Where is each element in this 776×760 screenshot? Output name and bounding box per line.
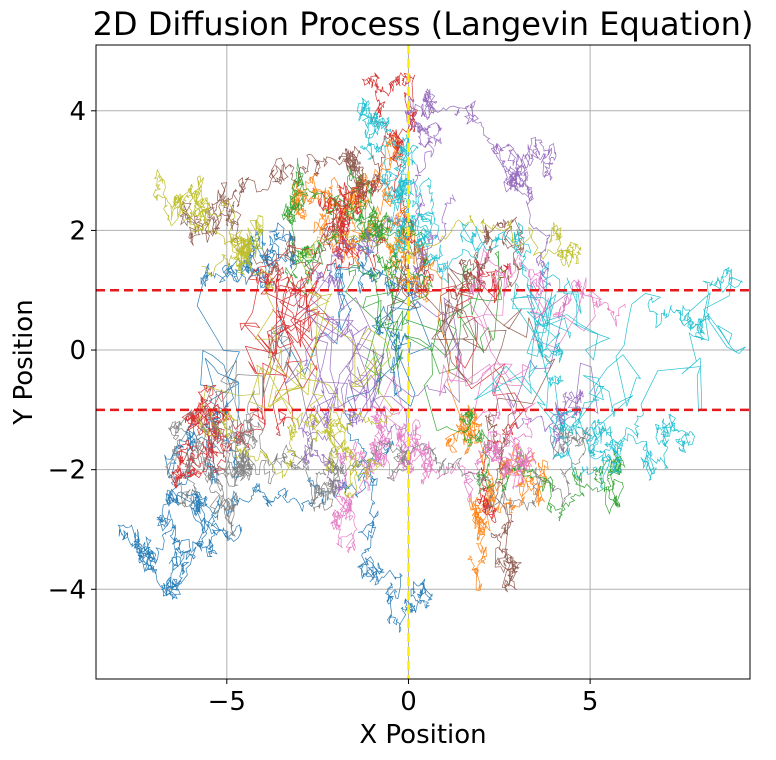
- chart-title: 2D Diffusion Process (Langevin Equation): [93, 5, 754, 43]
- y-tick-label: 4: [69, 97, 86, 127]
- trajectory-line: [165, 323, 591, 537]
- x-tick-label: 5: [582, 687, 599, 717]
- reference-lines: [96, 45, 750, 679]
- trajectory-line: [171, 72, 528, 524]
- y-tick-label: 2: [69, 216, 86, 246]
- y-tick-label: −4: [48, 575, 86, 605]
- axis-ticks: −5 0 5 −4 −2 0 2 4: [48, 97, 599, 717]
- trajectories: [117, 72, 746, 633]
- x-tick-label: 0: [400, 687, 417, 717]
- x-axis-label: X Position: [359, 720, 486, 750]
- trajectory-line: [179, 145, 556, 593]
- trajectory-line: [356, 97, 746, 490]
- trajectory-line: [284, 88, 599, 497]
- y-tick-label: −2: [48, 456, 86, 486]
- y-tick-label: 0: [69, 336, 86, 366]
- y-axis-label: Y Position: [9, 299, 39, 425]
- trajectory-line: [152, 168, 582, 499]
- plot-frame: [95, 44, 751, 680]
- x-tick-label: −5: [208, 687, 246, 717]
